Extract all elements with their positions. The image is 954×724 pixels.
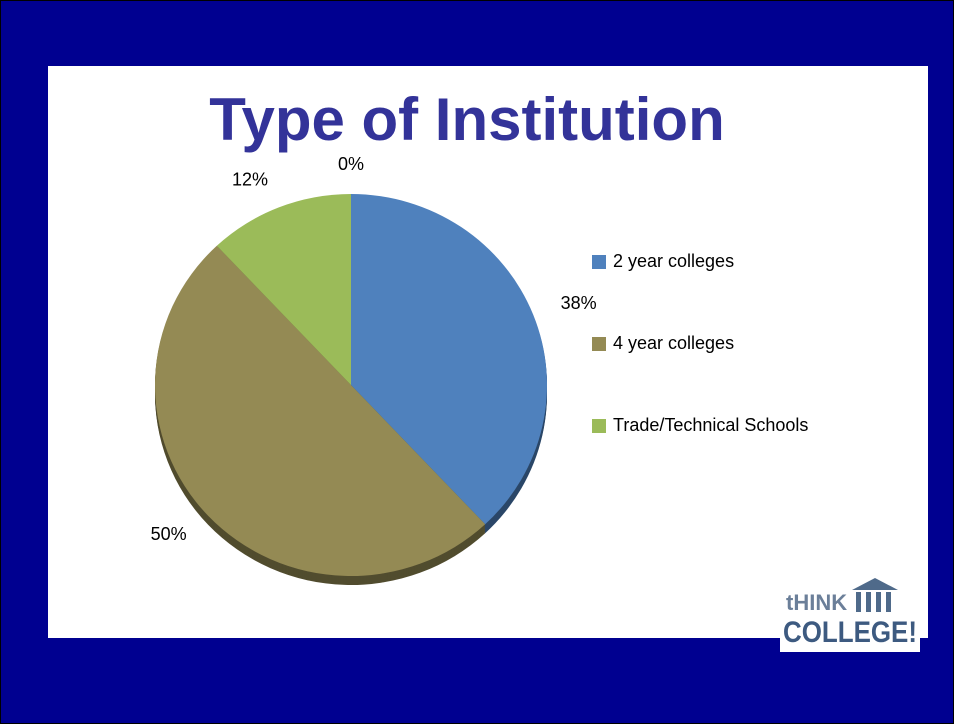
pie-slice [155,245,486,576]
data-label: 38% [561,293,597,313]
chart-title: Type of Institution [209,86,724,153]
logo-background [780,572,920,652]
logo-column [866,592,871,612]
legend-swatch [592,255,606,269]
legend-swatch [592,337,606,351]
logo: tHINK COLLEGE! [780,572,920,652]
logo-columns [852,578,898,612]
logo-roof [852,578,898,590]
data-label: 12% [232,170,268,190]
data-label: 0% [338,154,364,174]
legend-label: 4 year colleges [613,333,734,353]
logo-line1: tHINK [786,590,847,615]
logo-line2: COLLEGE! [783,616,917,649]
data-label: 50% [151,524,187,544]
legend-label: Trade/Technical Schools [613,415,808,435]
pie-slice [216,194,351,385]
legend-label: 2 year colleges [613,251,734,271]
logo-column [856,592,861,612]
legend-swatch [592,419,606,433]
logo-column [876,592,881,612]
logo-column [886,592,891,612]
pie-slice [351,194,548,525]
